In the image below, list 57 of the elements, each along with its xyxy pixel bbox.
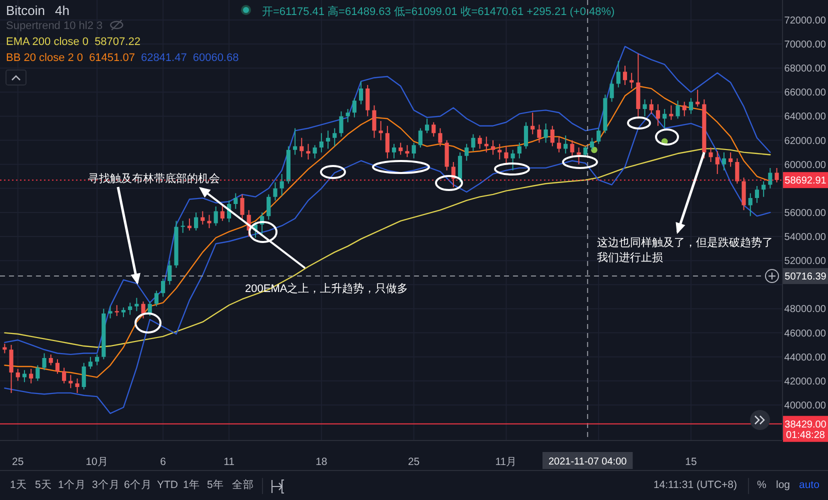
text: 38429.00 (784, 419, 827, 430)
annotation: 开=61175.41 高=61489.63 低=61099.01 收=61470.61 +295.21 (+0.48%) (262, 5, 615, 18)
y-tick-label: 48000.00 (784, 304, 826, 316)
y-tick-label: 70000.00 (784, 40, 826, 51)
line-series (4, 148, 771, 348)
y-tick-label: 66000.00 (784, 88, 826, 99)
text: 3个月 (92, 479, 120, 491)
annotation: 我们进行止损 (597, 251, 663, 264)
text: 14:11:31 (UTC+8) (653, 479, 737, 491)
text: 2021-11-07 04:00 (548, 456, 628, 468)
text: 1个月 (58, 479, 86, 491)
text: EMA 200 close 0 (6, 36, 89, 48)
text: 5天 (35, 479, 52, 491)
y-tick-label: 52000.00 (784, 256, 826, 268)
text: 01:48:28 (786, 430, 826, 441)
annotation: 62841.47 (140, 52, 187, 64)
y-tick-label: 62000.00 (784, 136, 826, 147)
annotation: Supertrend 10 hl2 3 (6, 20, 103, 32)
text: log (776, 479, 790, 491)
chart-title: Bitcoin (6, 3, 46, 18)
text: 6个月 (124, 479, 152, 491)
annotation: 60060.68 (192, 52, 239, 64)
text: % (757, 479, 766, 491)
y-tick-label: 44000.00 (784, 352, 826, 364)
x-tick-label: 6 (160, 456, 166, 468)
y-tick-label: 68000.00 (784, 64, 826, 75)
annotation: 58707.22 (94, 36, 140, 48)
y-tick-label: 64000.00 (784, 112, 826, 123)
y-tick-label: 54000.00 (784, 232, 826, 244)
y-tick-label: 60000.00 (784, 160, 826, 171)
text: 1年 (183, 479, 200, 491)
annotation: 61451.07 (89, 52, 135, 64)
x-tick-label: 25 (408, 456, 420, 468)
text: 全部 (232, 478, 254, 491)
y-tick-label: 72000.00 (784, 15, 826, 26)
line-series (4, 86, 771, 378)
y-tick-label: 42000.00 (784, 376, 826, 388)
x-tick-label: 15 (685, 456, 697, 468)
x-tick-label: 11月 (495, 456, 518, 468)
y-tick-label: 46000.00 (784, 328, 826, 340)
annotation: 这边也同样触及了，但是跌破趋势了 (597, 236, 773, 249)
text: BB 20 close 2 0 (6, 52, 84, 64)
line-series (4, 46, 771, 356)
y-tick-label: 40000.00 (784, 400, 826, 412)
x-tick-label: 18 (316, 456, 328, 468)
text: 1天 (10, 479, 27, 491)
x-tick-label: 10月 (86, 456, 108, 468)
text: 50716.39 (784, 272, 827, 283)
chart-subtitle: 4h (55, 3, 70, 18)
text: 5年 (207, 479, 224, 491)
text: 58692.91 (784, 176, 827, 187)
y-tick-label: 56000.00 (784, 208, 826, 219)
annotation: 寻找触及布林带底部的机会 (88, 172, 220, 185)
text: YTD (157, 479, 178, 491)
x-tick-label: 25 (12, 456, 24, 468)
text: auto (799, 479, 820, 491)
x-tick-label: 11 (224, 456, 235, 468)
